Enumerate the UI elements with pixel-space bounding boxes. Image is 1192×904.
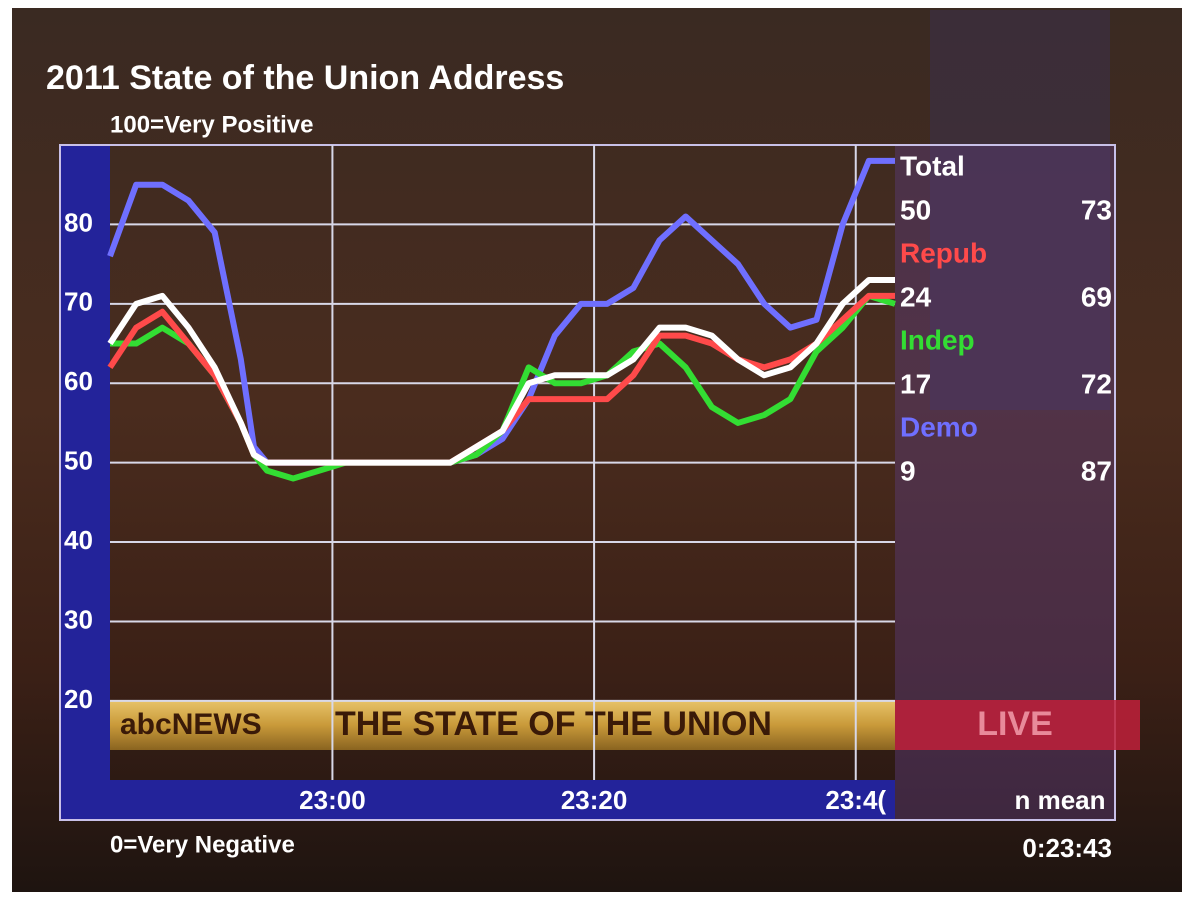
legend-name: Repub <box>900 237 987 268</box>
y-tick-label: 80 <box>64 207 93 237</box>
y-axis-band <box>60 145 110 820</box>
plot: 20 30 40 50 60 70 80 23:00 23:20 23:4( <box>64 145 896 815</box>
stats-header: n mean <box>1014 785 1105 815</box>
legend-mean: 72 <box>1081 368 1112 399</box>
top-scale-label: 100=Very Positive <box>110 111 313 138</box>
legend-mean: 69 <box>1081 281 1112 312</box>
live-banner <box>895 700 1140 750</box>
flag-backdrop <box>930 10 1110 410</box>
y-tick-label: 40 <box>64 525 93 555</box>
x-tick-label: 23:00 <box>299 785 366 815</box>
elapsed-timer: 0:23:43 <box>1022 833 1112 863</box>
legend-mean: 73 <box>1081 194 1112 225</box>
banner-text: THE STATE OF THE UNION <box>335 705 772 743</box>
legend-name: Indep <box>900 324 975 355</box>
x-axis-band <box>110 780 895 820</box>
news-banner <box>110 700 895 750</box>
series-line <box>107 277 895 466</box>
y-tick-label: 30 <box>64 604 93 634</box>
chart-title: 2011 State of the Union Address <box>46 59 564 97</box>
x-tick-label: 23:20 <box>561 785 628 815</box>
live-label: LIVE <box>977 705 1053 743</box>
legend-name: Total <box>900 150 965 181</box>
y-tick-label: 50 <box>64 446 93 476</box>
y-tick-label: 60 <box>64 366 93 396</box>
legend-name: Demo <box>900 411 978 442</box>
bottom-scale-label: 0=Very Negative <box>110 831 295 858</box>
legend-n: 9 <box>900 455 916 486</box>
network-logo: abcNEWS <box>120 708 262 741</box>
legend-n: 50 <box>900 194 931 225</box>
plot-border <box>59 144 1116 821</box>
legend-n: 24 <box>900 281 932 312</box>
legend-mean: 87 <box>1081 455 1112 486</box>
y-tick-label: 20 <box>64 684 93 714</box>
y-tick-label: 70 <box>64 287 93 317</box>
legend-n: 17 <box>900 368 931 399</box>
x-tick-label: 23:4( <box>825 785 886 815</box>
